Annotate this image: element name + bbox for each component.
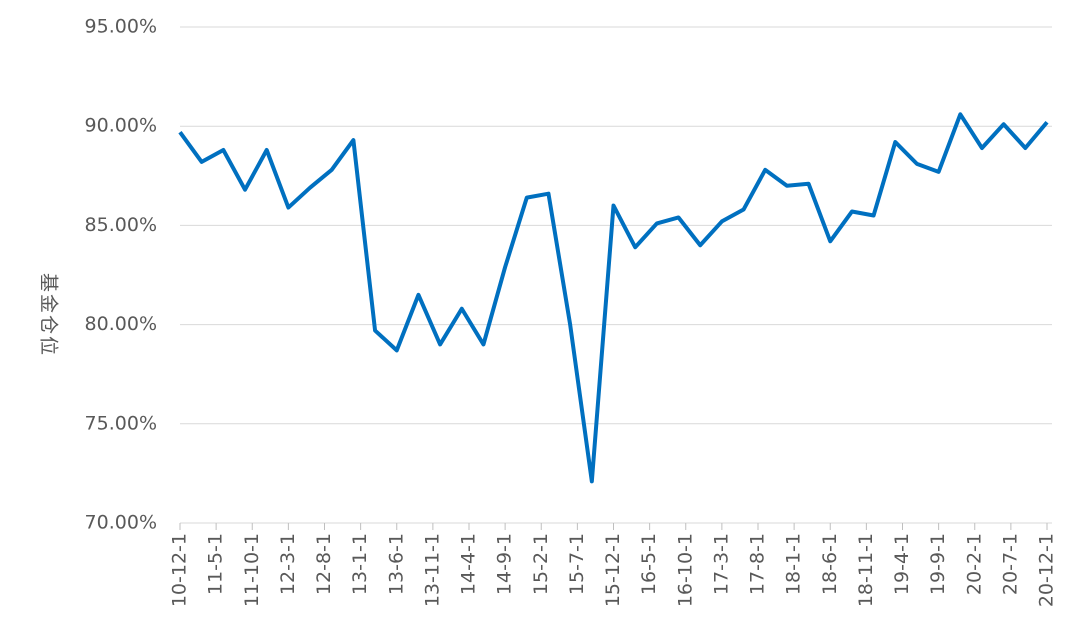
x-tick-label: 14-9-1 xyxy=(494,533,516,595)
y-tick-label: 75.00% xyxy=(85,412,157,434)
x-tick-label: 13-1-1 xyxy=(349,533,371,595)
x-tick-label: 18-6-1 xyxy=(819,533,841,595)
x-tick-label: 16-10-1 xyxy=(674,533,696,607)
data-line xyxy=(178,112,1049,484)
y-tick-label: 80.00% xyxy=(85,313,157,335)
x-tick-label: 10-12-1 xyxy=(169,533,191,607)
x-tick-label: 15-12-1 xyxy=(602,533,624,607)
y-axis-label: 基金仓位 xyxy=(38,273,60,357)
y-tick-label: 95.00% xyxy=(85,16,157,38)
x-tick-label: 20-2-1 xyxy=(963,533,985,595)
x-tick-label: 19-4-1 xyxy=(891,533,913,595)
x-tick-label: 11-5-1 xyxy=(205,533,227,595)
x-tick-label: 14-4-1 xyxy=(458,533,480,595)
x-tick-label: 19-9-1 xyxy=(927,533,949,595)
x-tick-label: 12-3-1 xyxy=(277,533,299,595)
x-tick-label: 15-2-1 xyxy=(530,533,552,595)
x-tick-label: 16-5-1 xyxy=(638,533,660,595)
x-tick-label: 17-3-1 xyxy=(710,533,732,595)
x-tick-label: 13-11-1 xyxy=(421,533,443,607)
x-tick-label: 15-7-1 xyxy=(566,533,588,595)
x-tick-label: 20-12-1 xyxy=(1036,533,1058,607)
x-tick-label: 20-7-1 xyxy=(999,533,1021,595)
x-tick-label: 17-8-1 xyxy=(747,533,769,595)
x-tick-label: 13-6-1 xyxy=(385,533,407,595)
x-tick-label: 18-11-1 xyxy=(855,533,877,607)
x-tick-label: 12-8-1 xyxy=(313,533,335,595)
x-tick-label: 11-10-1 xyxy=(241,533,263,607)
y-tick-label: 85.00% xyxy=(85,214,157,236)
y-tick-label: 90.00% xyxy=(85,115,157,137)
y-tick-label: 70.00% xyxy=(85,512,157,534)
x-tick-label: 18-1-1 xyxy=(783,533,805,595)
